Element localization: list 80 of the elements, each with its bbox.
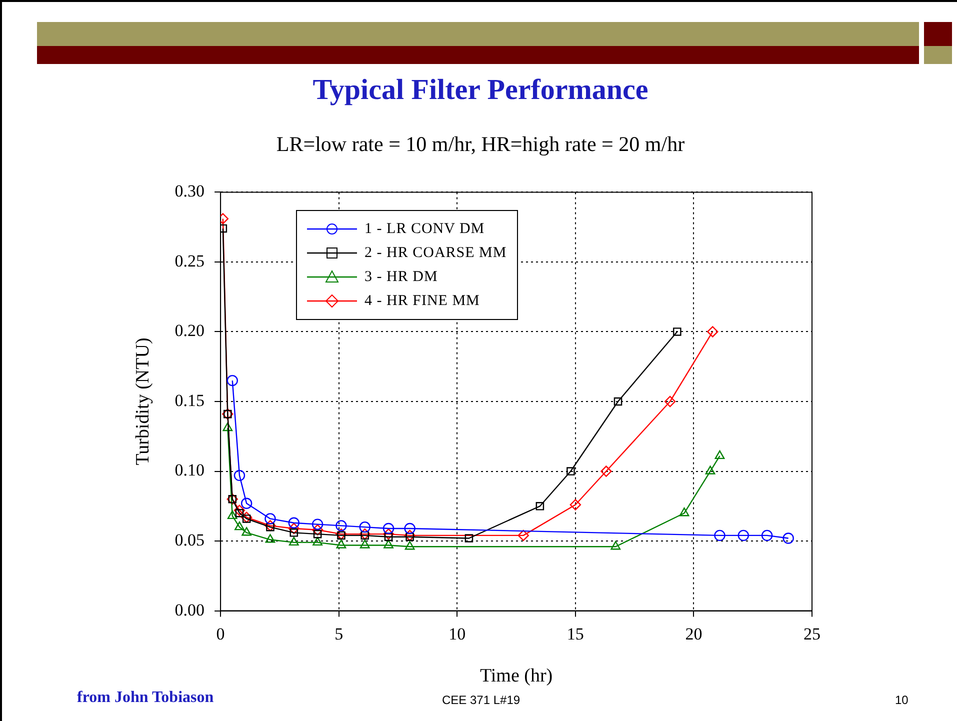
point (226, 374, 238, 386)
y-axis-title: Turbidity (NTU) (132, 338, 154, 466)
point (404, 541, 415, 550)
point (536, 502, 544, 510)
point (614, 397, 622, 406)
point (464, 534, 474, 542)
x-tick-label: 0 (216, 624, 225, 644)
text: CEE 371 L#19 (442, 693, 520, 707)
legend-label: 2 - HR COARSE MM (364, 244, 507, 262)
point (570, 499, 582, 510)
point (288, 517, 300, 528)
x-tick-label: 10 (448, 624, 466, 644)
point (234, 504, 246, 516)
point (707, 326, 718, 338)
point (264, 520, 276, 532)
point (242, 514, 251, 523)
point (234, 521, 244, 530)
point (404, 530, 416, 542)
y-tick-label: 0.05 (174, 530, 205, 550)
point (782, 532, 794, 544)
point (336, 520, 347, 532)
point (679, 508, 690, 516)
y-tick-label: 0.10 (174, 460, 205, 480)
x-tick-label: 15 (566, 624, 584, 644)
y-tick-label: 0.15 (174, 390, 205, 410)
y-tick-label: 0.00 (174, 600, 205, 620)
point (240, 512, 252, 523)
point (600, 466, 612, 477)
chart-title: Typical Filter Performance (312, 74, 650, 107)
x-tick-label: 20 (685, 624, 702, 644)
legend-label: 1 - LR CONV DM (364, 220, 485, 238)
text: from John Tobiason (77, 689, 214, 707)
point (336, 540, 346, 548)
point (761, 530, 773, 542)
point (384, 540, 394, 548)
point (382, 528, 394, 540)
point (234, 470, 246, 482)
point (235, 508, 244, 518)
legend-label: 3 - HR DM (364, 268, 438, 286)
point (404, 522, 416, 534)
point (288, 522, 300, 534)
y-tick-label: 0.20 (174, 321, 205, 340)
point (705, 466, 716, 474)
point (312, 518, 324, 530)
point (222, 422, 233, 432)
point (265, 534, 276, 543)
point (566, 467, 575, 476)
point (738, 530, 749, 542)
point (312, 536, 322, 546)
point (290, 528, 298, 537)
text: 10 (895, 693, 908, 707)
point (312, 524, 324, 536)
point (242, 527, 252, 536)
point (664, 396, 676, 408)
point (360, 531, 369, 540)
point (384, 532, 393, 541)
point (714, 450, 725, 460)
point (227, 510, 238, 520)
point (610, 541, 621, 550)
point (518, 530, 529, 542)
chart-subtitle: LR=low rate = 10 m/hr, HR=high rate = 20 m/hr (275, 132, 686, 157)
y-tick-label: 0.30 (174, 182, 205, 201)
point (382, 522, 394, 534)
point (673, 328, 682, 336)
point (359, 521, 370, 533)
x-axis-title: Time (hr) (480, 666, 553, 687)
point (406, 532, 414, 541)
point (359, 528, 370, 540)
point (337, 531, 346, 540)
x-tick-label: 25 (804, 624, 820, 644)
x-tick-label: 5 (334, 624, 344, 644)
legend-label: 4 - HR FINE MM (364, 292, 480, 310)
point (264, 513, 276, 524)
point (266, 522, 274, 532)
point (714, 530, 726, 542)
point (313, 530, 322, 538)
point (360, 540, 370, 548)
y-tick-label: 0.25 (174, 251, 205, 270)
point (288, 536, 299, 546)
point (240, 498, 252, 509)
